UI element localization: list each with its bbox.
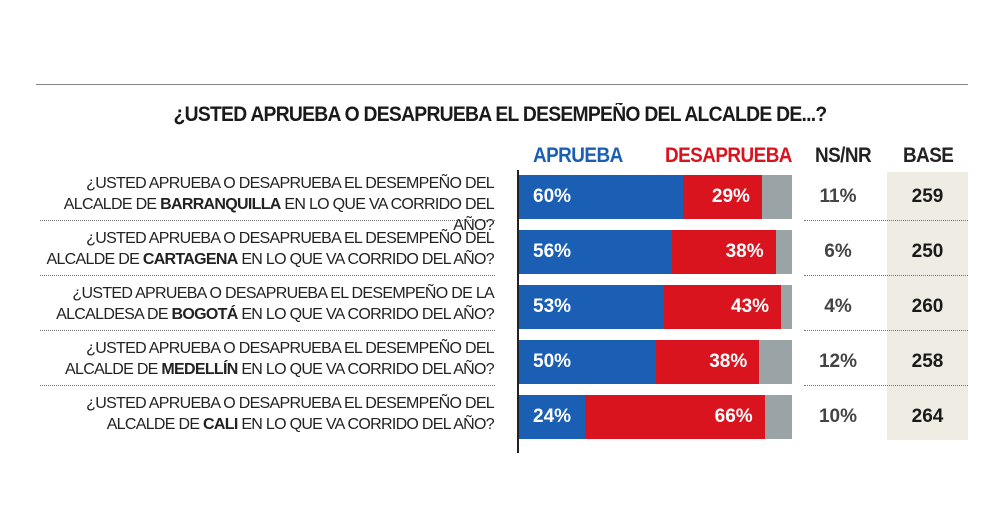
- row-divider: [804, 220, 968, 221]
- stacked-bar: 53% 43%: [519, 285, 792, 329]
- table-row: ¿USTED APRUEBA O DESAPRUEBA EL DESEMPEÑO…: [0, 390, 1000, 445]
- bar-segment-nsnr: [761, 175, 792, 219]
- question-pre: ¿USTED APRUEBA O DESAPRUEBA EL DESEMPEÑO…: [63, 175, 495, 213]
- bar-segment-aprueba: 60%: [519, 175, 683, 219]
- city-name: BOGOTÁ: [171, 306, 239, 323]
- bar-segment-desaprueba: 66%: [584, 395, 765, 439]
- city-name: BARRANQUILLA: [160, 196, 281, 213]
- nsnr-value: 11%: [819, 186, 857, 207]
- question-post: EN LO QUE VA CORRIDO DEL AÑO?: [237, 361, 494, 378]
- city-name: CARTAGENA: [142, 251, 238, 268]
- question-pre: ¿USTED APRUEBA O DESAPRUEBA EL DESEMPEÑO…: [56, 285, 495, 323]
- base-column-background: [887, 172, 968, 440]
- base-value: 264: [911, 406, 944, 427]
- city-name: MEDELLÍN: [161, 361, 238, 378]
- question-label: ¿USTED APRUEBA O DESAPRUEBA EL DESEMPEÑO…: [24, 283, 495, 325]
- table-row: ¿USTED APRUEBA O DESAPRUEBA EL DESEMPEÑO…: [0, 170, 1000, 234]
- row-divider: [40, 330, 495, 331]
- bar-segment-desaprueba: 43%: [663, 285, 782, 329]
- base-value: 259: [911, 186, 944, 207]
- question-post: EN LO QUE VA CORRIDO DEL AÑO?: [280, 196, 494, 234]
- row-divider: [804, 330, 968, 331]
- stacked-bar: 56% 38%: [519, 230, 792, 274]
- nsnr-value: 12%: [818, 351, 858, 372]
- stacked-bar: 24% 66%: [519, 395, 792, 439]
- data-label-desaprueba: 43%: [731, 296, 770, 317]
- data-label-aprueba: 56%: [533, 241, 572, 262]
- axis-line: [517, 170, 519, 453]
- question-pre: ¿USTED APRUEBA O DESAPRUEBA EL DESEMPEÑO…: [65, 340, 495, 378]
- bar-segment-aprueba: 24%: [519, 395, 585, 439]
- question-label: ¿USTED APRUEBA O DESAPRUEBA EL DESEMPEÑO…: [24, 228, 495, 270]
- bar-segment-desaprueba: 38%: [671, 230, 776, 274]
- city-name: CALI: [203, 416, 238, 433]
- data-label-desaprueba: 38%: [725, 241, 764, 262]
- bar-segment-nsnr: [764, 395, 792, 439]
- bar-segment-aprueba: 50%: [519, 340, 656, 384]
- bar-segment-aprueba: 53%: [519, 285, 664, 329]
- nsnr-value: 4%: [824, 296, 852, 317]
- question-post: EN LO QUE VA CORRIDO DEL AÑO?: [237, 251, 494, 268]
- table-row: ¿USTED APRUEBA O DESAPRUEBA EL DESEMPEÑO…: [0, 225, 1000, 280]
- chart-title: ¿USTED APRUEBA O DESAPRUEBA EL DESEMPEÑO…: [173, 103, 828, 126]
- question-pre: ¿USTED APRUEBA O DESAPRUEBA EL DESEMPEÑO…: [86, 395, 495, 433]
- question-post: EN LO QUE VA CORRIDO DEL AÑO?: [237, 416, 494, 433]
- row-divider: [40, 220, 495, 221]
- stacked-bar: 50% 38%: [519, 340, 792, 384]
- base-value: 258: [911, 351, 944, 372]
- question-label: ¿USTED APRUEBA O DESAPRUEBA EL DESEMPEÑO…: [24, 338, 495, 380]
- row-divider: [40, 275, 495, 276]
- question-label: ¿USTED APRUEBA O DESAPRUEBA EL DESEMPEÑO…: [24, 173, 495, 236]
- data-label-aprueba: 50%: [533, 351, 572, 372]
- header-desaprueba: DESAPRUEBA: [665, 144, 792, 167]
- bar-segment-aprueba: 56%: [519, 230, 672, 274]
- stacked-bar: 60% 29%: [519, 175, 792, 219]
- row-divider: [804, 275, 968, 276]
- base-value: 260: [911, 296, 944, 317]
- data-label-desaprueba: 29%: [711, 186, 750, 207]
- base-value: 250: [911, 241, 944, 262]
- data-label-desaprueba: 38%: [709, 351, 748, 372]
- question-pre: ¿USTED APRUEBA O DESAPRUEBA EL DESEMPEÑO…: [46, 230, 495, 268]
- bar-segment-nsnr: [775, 230, 792, 274]
- data-label-aprueba: 60%: [533, 186, 572, 207]
- data-label-desaprueba: 66%: [714, 406, 753, 427]
- data-label-aprueba: 53%: [533, 296, 572, 317]
- header-nsnr: NS/NR: [815, 144, 872, 167]
- bar-segment-nsnr: [781, 285, 792, 329]
- row-divider: [40, 385, 495, 386]
- top-rule: [36, 84, 968, 85]
- bar-segment-nsnr: [759, 340, 792, 384]
- data-label-aprueba: 24%: [533, 406, 572, 427]
- table-row: ¿USTED APRUEBA O DESAPRUEBA EL DESEMPEÑO…: [0, 280, 1000, 335]
- header-base: BASE: [903, 144, 954, 167]
- nsnr-value: 6%: [824, 241, 852, 262]
- question-post: EN LO QUE VA CORRIDO DEL AÑO?: [237, 306, 494, 323]
- table-row: ¿USTED APRUEBA O DESAPRUEBA EL DESEMPEÑO…: [0, 335, 1000, 390]
- bar-segment-desaprueba: 29%: [682, 175, 762, 219]
- bar-segment-desaprueba: 38%: [655, 340, 760, 384]
- question-label: ¿USTED APRUEBA O DESAPRUEBA EL DESEMPEÑO…: [24, 393, 495, 435]
- row-divider: [804, 385, 968, 386]
- header-aprueba: APRUEBA: [533, 144, 623, 167]
- nsnr-value: 10%: [818, 406, 858, 427]
